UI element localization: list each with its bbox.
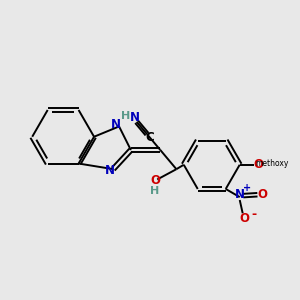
Text: N: N bbox=[110, 118, 121, 130]
Text: -: - bbox=[251, 208, 256, 221]
Text: methoxy: methoxy bbox=[255, 159, 289, 168]
Text: O: O bbox=[258, 188, 268, 201]
Text: +: + bbox=[243, 183, 251, 193]
Text: N: N bbox=[235, 188, 245, 201]
Text: O: O bbox=[253, 158, 263, 171]
Text: H: H bbox=[150, 186, 160, 196]
Text: C: C bbox=[145, 131, 154, 144]
Text: H: H bbox=[121, 111, 130, 121]
Text: O: O bbox=[150, 175, 160, 188]
Text: N: N bbox=[105, 164, 115, 177]
Text: N: N bbox=[130, 111, 140, 124]
Text: O: O bbox=[239, 212, 249, 225]
